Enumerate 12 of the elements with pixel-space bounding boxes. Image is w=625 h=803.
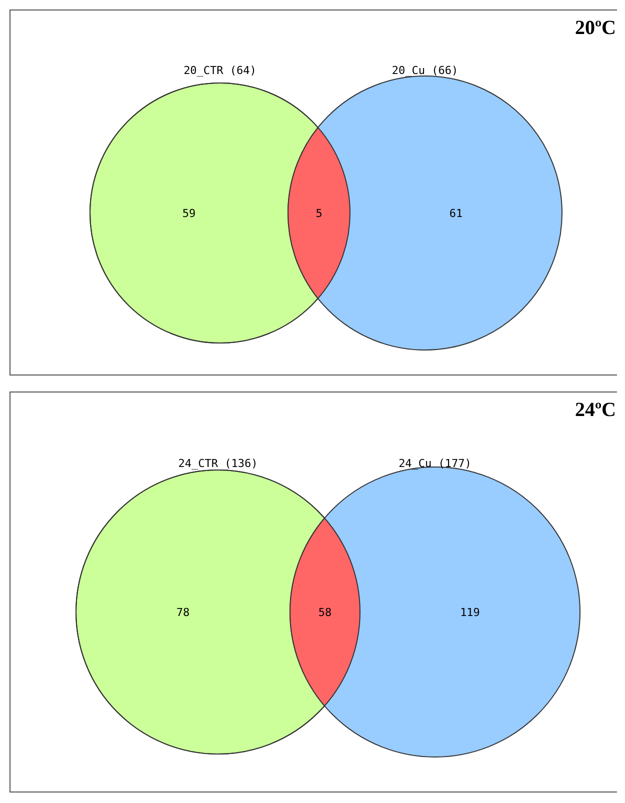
text: 24_Cu (177)	[398, 457, 472, 470]
text: 20ºC	[574, 17, 616, 39]
data-label: 119	[460, 606, 480, 619]
text: 24_CTR (136)	[178, 457, 258, 470]
data-label: 58	[318, 606, 332, 619]
text: 24ºC	[574, 399, 616, 421]
data-label: 59	[182, 207, 196, 220]
data-label: 78	[176, 606, 190, 619]
data-label: 5	[316, 207, 322, 220]
data-label: 61	[449, 207, 463, 220]
text: 20_Cu (66)	[392, 64, 458, 77]
text: 20_CTR (64)	[184, 64, 256, 77]
